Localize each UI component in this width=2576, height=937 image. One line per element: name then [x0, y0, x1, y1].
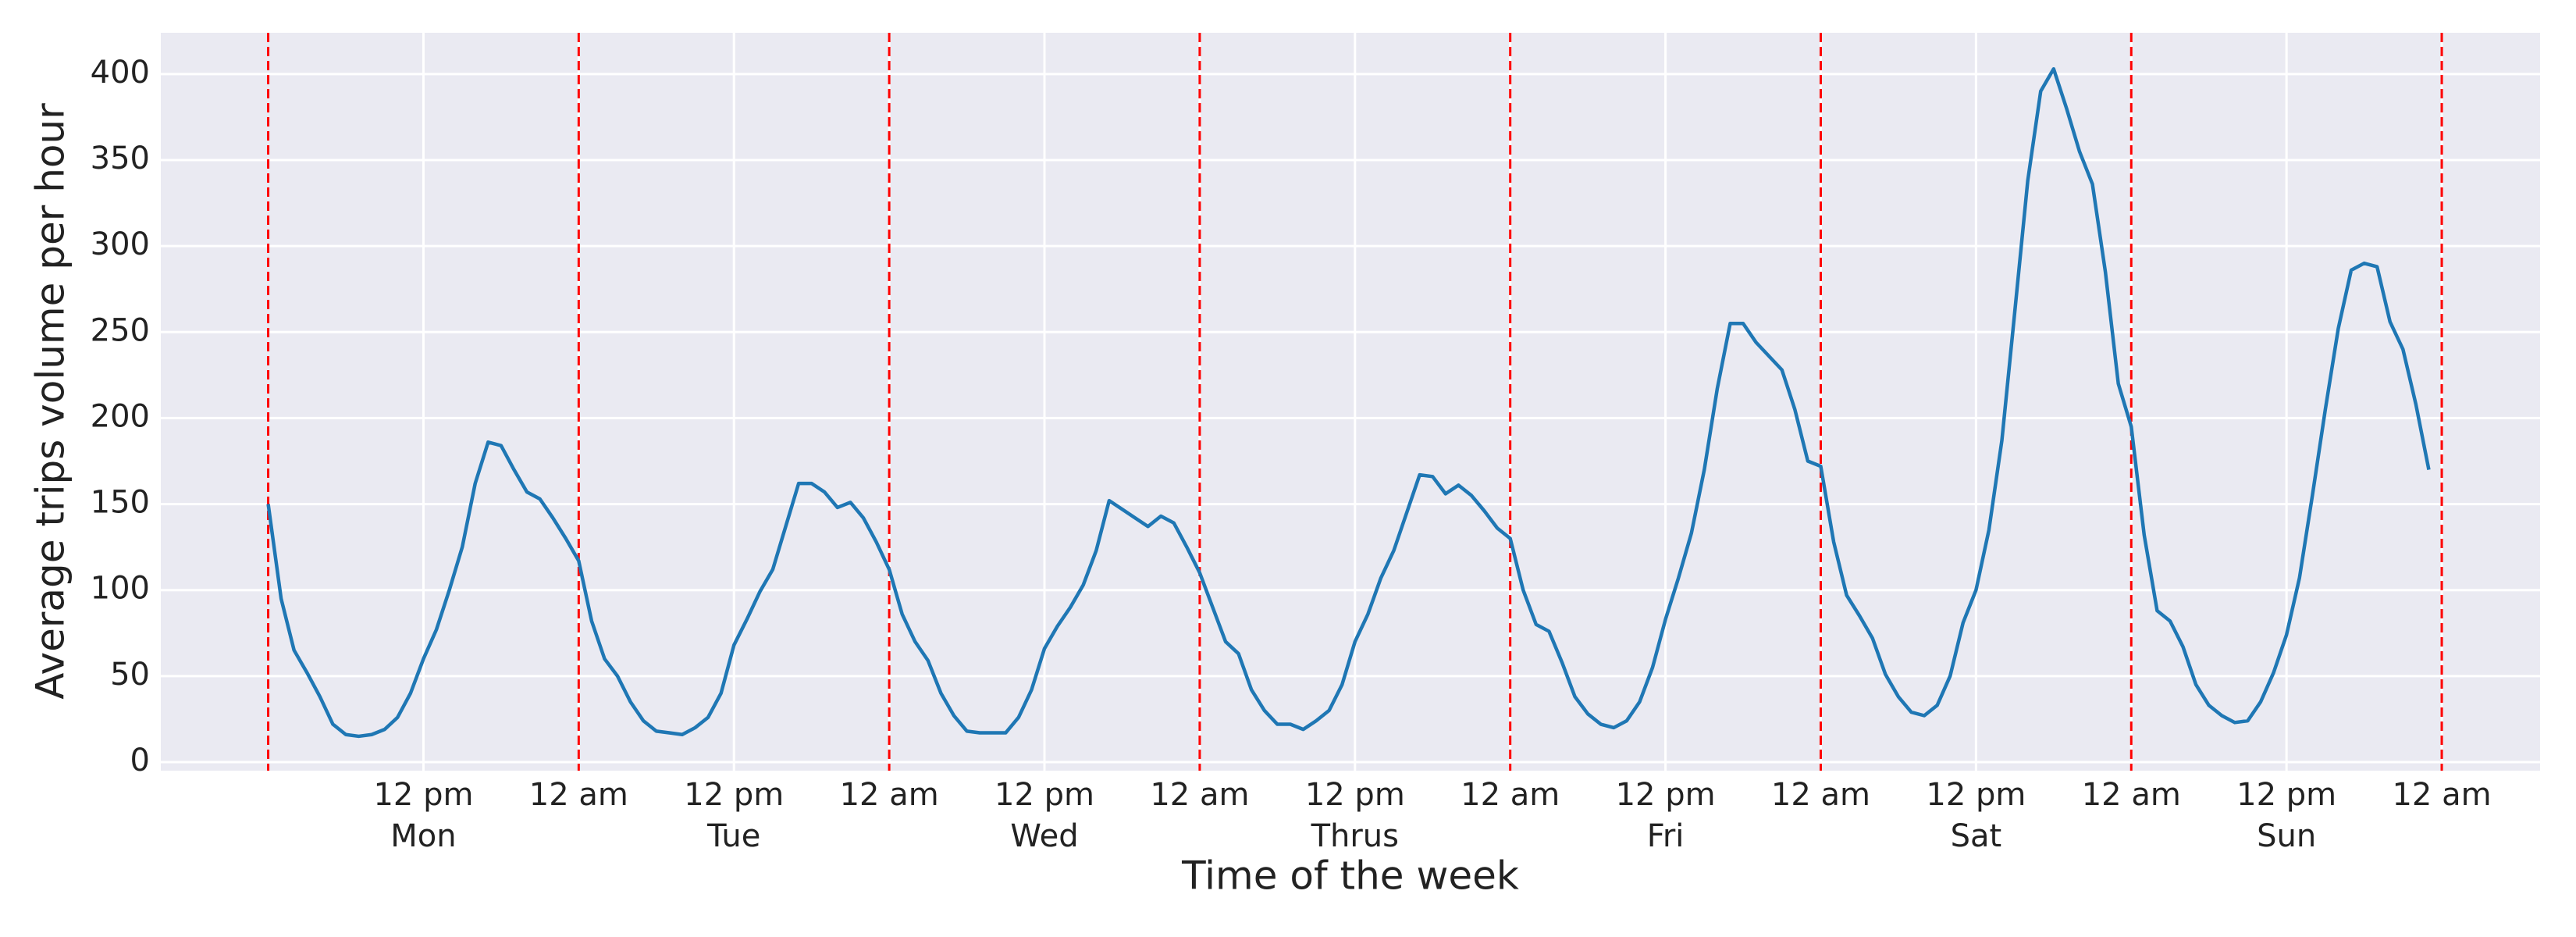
x-tick-label: 12 am	[2082, 777, 2181, 813]
x-tick-label: 12 pm	[1926, 777, 2026, 813]
y-tick-label: 400	[91, 55, 150, 91]
x-tick-label: 12 am	[840, 777, 939, 813]
x-tick-label: 12 pm	[1616, 777, 1716, 813]
y-tick-label: 150	[91, 485, 150, 521]
plot-area	[161, 33, 2540, 771]
day-label: Sat	[1951, 818, 2002, 854]
y-tick-label: 50	[110, 657, 150, 693]
day-label: Thrus	[1311, 818, 1399, 854]
y-tick-label: 200	[91, 398, 150, 434]
trip-line	[266, 67, 2431, 739]
y-axis-label: Average trips volume per hour	[28, 103, 73, 700]
x-tick-label: 12 pm	[373, 777, 473, 813]
x-tick-label: 12 pm	[1305, 777, 1405, 813]
x-tick-label: 12 am	[2392, 777, 2491, 813]
day-label: Sun	[2257, 818, 2316, 854]
x-tick-label: 12 am	[1771, 777, 1870, 813]
x-tick-label: 12 pm	[2236, 777, 2336, 813]
y-tick-label: 300	[91, 226, 150, 262]
day-label: Tue	[706, 818, 760, 854]
day-label: Mon	[390, 818, 456, 854]
x-tick-label: 12 am	[1150, 777, 1249, 813]
x-axis-label: Time of the week	[1181, 853, 1519, 899]
y-tick-label: 350	[91, 141, 150, 176]
y-tick-label: 100	[91, 571, 150, 607]
y-tick-label: 0	[130, 743, 150, 778]
y-tick-label: 250	[91, 312, 150, 348]
x-tick-label: 12 pm	[994, 777, 1094, 813]
day-label: Fri	[1647, 818, 1685, 854]
x-tick-label: 12 pm	[684, 777, 784, 813]
day-label: Wed	[1010, 818, 1078, 854]
x-tick-label: 12 am	[529, 777, 628, 813]
x-tick-label: 12 am	[1461, 777, 1560, 813]
